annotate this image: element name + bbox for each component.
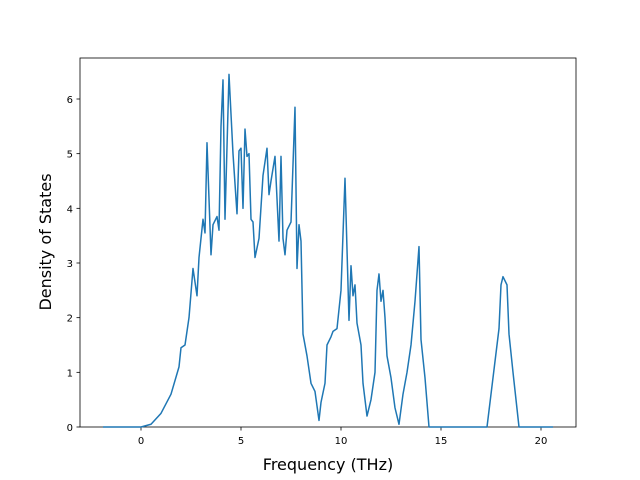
x-axis-label: Frequency (THz) (263, 455, 393, 474)
y-axis-label: Density of States (36, 173, 55, 310)
y-tick-label: 0 (67, 423, 73, 434)
x-tick-label: 5 (238, 436, 244, 447)
y-tick-label: 6 (67, 95, 73, 106)
y-tick-label: 3 (67, 259, 73, 270)
y-tick-label: 2 (67, 314, 73, 325)
x-tick-label: 0 (138, 436, 144, 447)
y-tick-label: 1 (67, 368, 73, 379)
x-tick-label: 10 (335, 436, 348, 447)
y-tick-label: 5 (67, 150, 73, 161)
y-tick-label: 4 (67, 204, 73, 215)
axes-frame (79, 57, 577, 428)
x-tick-label: 20 (535, 436, 548, 447)
dos-line (103, 73, 553, 428)
x-tick-label: 15 (435, 436, 448, 447)
